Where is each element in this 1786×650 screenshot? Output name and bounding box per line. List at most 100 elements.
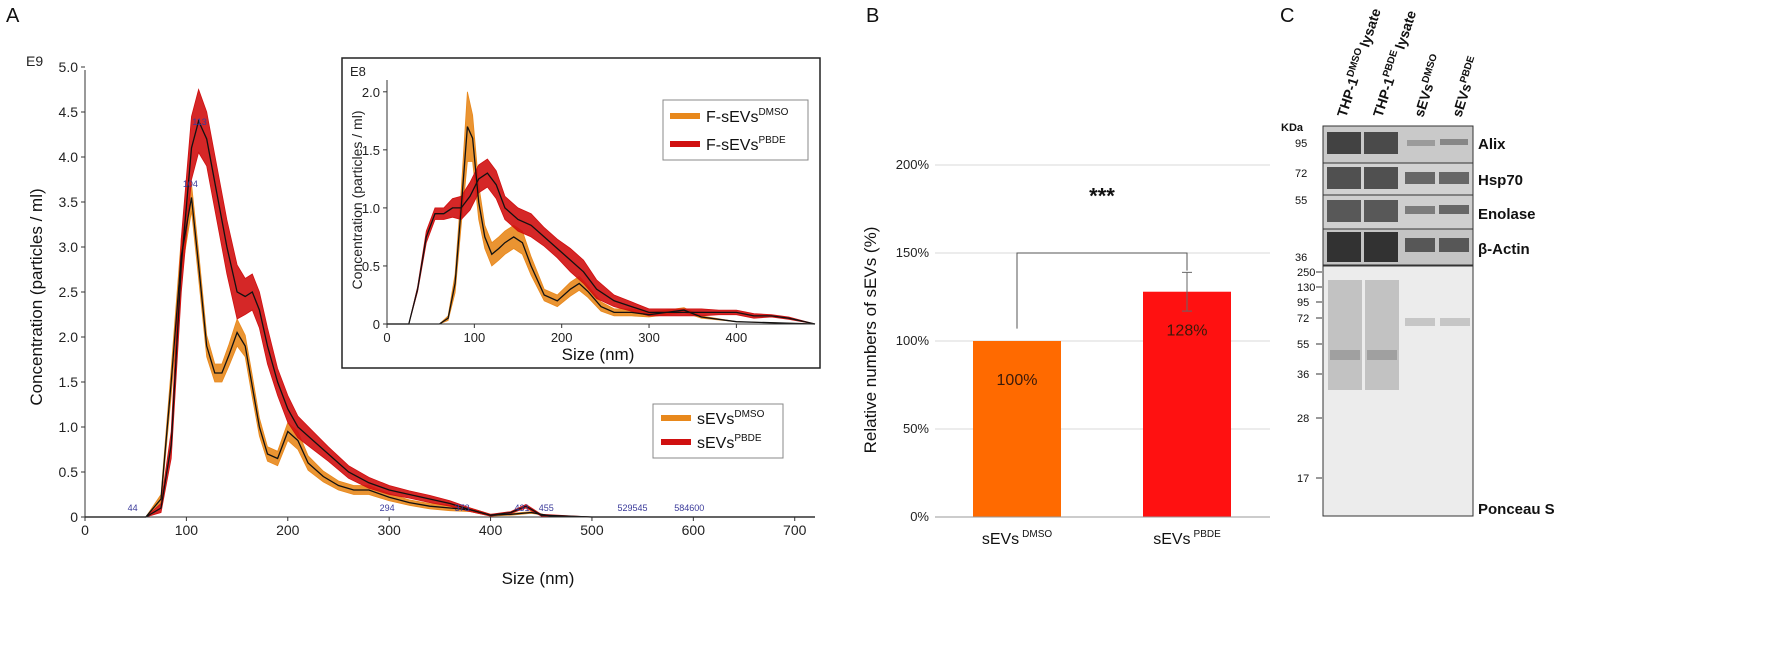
bar-value-label: 128% bbox=[1167, 323, 1208, 340]
band-alix-3 bbox=[1407, 140, 1435, 146]
inset-mean-line-0 bbox=[387, 126, 816, 325]
band-enolase-3 bbox=[1405, 206, 1435, 214]
band-actin-3 bbox=[1405, 238, 1435, 252]
panel-a-y-tick-label: 1.0 bbox=[59, 419, 79, 435]
panel-b-bars: 100% 128% bbox=[935, 271, 1270, 518]
panel-b: B Relative numbers of sEVs (%) 0% 50% 100%… bbox=[861, 5, 1270, 548]
marker-hsp70: 72 bbox=[1295, 168, 1307, 180]
panel-a-y-tick-label: 4.0 bbox=[59, 149, 79, 165]
panel-a-plot bbox=[85, 88, 815, 518]
panel-b-y-tick-label: 50% bbox=[903, 421, 929, 436]
peak-label: 455 bbox=[539, 503, 554, 513]
band-actin-2 bbox=[1364, 232, 1398, 262]
ponceau-marker-label: 55 bbox=[1297, 339, 1309, 351]
inset-y-ticks: 0 0.5 1.0 1.5 2.0 bbox=[362, 85, 387, 332]
panel-c-letter: C bbox=[1280, 5, 1294, 27]
protein-alix: Alix bbox=[1478, 136, 1506, 153]
panel-a-exponent: E9 bbox=[26, 53, 43, 69]
panel-a-x-tick-label: 500 bbox=[580, 522, 604, 538]
ponceau-marker-label: 72 bbox=[1297, 313, 1309, 325]
inset-x-tick-label: 100 bbox=[463, 330, 485, 345]
panel-a-band-1 bbox=[85, 88, 815, 518]
band-hsp70-2 bbox=[1364, 167, 1398, 189]
panel-b-y-tick-label: 150% bbox=[896, 245, 930, 260]
panel-a-x-tick-label: 0 bbox=[81, 522, 89, 538]
panel-a-y-tick-label: 0 bbox=[70, 509, 78, 525]
blot-ponceau: 250 130 95 72 55 36 28 17 Ponceau S bbox=[1297, 265, 1555, 518]
inset-legend-box bbox=[662, 99, 809, 161]
band-enolase-1 bbox=[1327, 200, 1361, 222]
protein-actin: β-Actin bbox=[1478, 241, 1530, 258]
band-hsp70-4 bbox=[1439, 172, 1469, 184]
bar-0 bbox=[973, 341, 1061, 517]
panel-b-x-labels: sEVs DMSO sEVs PBDE bbox=[982, 529, 1221, 548]
panel-b-y-tick-label: 0% bbox=[910, 509, 929, 524]
band-hsp70-3 bbox=[1405, 172, 1435, 184]
ponceau-band-1 bbox=[1330, 350, 1360, 360]
peak-label: 294 bbox=[380, 503, 395, 513]
inset-legend: F-sEVsDMSO F-sEVsPBDE bbox=[662, 99, 809, 161]
blot-enolase: 55 Enolase bbox=[1295, 194, 1536, 230]
panel-b-y-title: Relative numbers of sEVs (%) bbox=[861, 227, 880, 454]
significance-bracket bbox=[1016, 252, 1188, 329]
peak-label: 431 bbox=[514, 503, 529, 513]
inset-y-tick-label: 1.0 bbox=[362, 201, 380, 216]
ponceau-band-3 bbox=[1405, 318, 1435, 326]
inset-mean-line-1 bbox=[387, 172, 816, 325]
blot-alix: 95 Alix bbox=[1295, 125, 1506, 164]
ponceau-marker-label: 130 bbox=[1297, 282, 1315, 294]
inset-y-title: Concentration (particles / ml) bbox=[349, 111, 365, 290]
x-label-pbde: sEVs PBDE bbox=[1153, 529, 1221, 548]
band-alix-1 bbox=[1327, 132, 1361, 154]
kda-header: KDa bbox=[1281, 122, 1304, 134]
ponceau-marker-label: 17 bbox=[1297, 473, 1309, 485]
inset-legend-entry-pbde: F-sEVsPBDE bbox=[706, 135, 786, 154]
panel-a-y-tick-label: 2.5 bbox=[59, 284, 79, 300]
panel-a-y-title: Concentration (particles / ml) bbox=[27, 188, 46, 405]
inset-y-tick-label: 2.0 bbox=[362, 85, 380, 100]
legend-entry-pbde: sEVsPBDE bbox=[697, 433, 762, 452]
panel-a-x-tick-label: 600 bbox=[682, 522, 706, 538]
panel-a-x-tick-label: 700 bbox=[783, 522, 807, 538]
panel-a-mean-line-1 bbox=[85, 119, 815, 518]
legend-entry-dmso: sEVsDMSO bbox=[697, 409, 765, 428]
panel-b-y-ticks: 0% 50% 100% 150% 200% bbox=[896, 157, 930, 524]
inset-x-title: Size (nm) bbox=[562, 345, 635, 364]
panel-b-y-tick-label: 100% bbox=[896, 333, 930, 348]
panel-a: A E9 Concentration (particles / ml) Size… bbox=[6, 5, 821, 588]
panel-c: C THP-1DMSOlysate THP-1PBDElysate sEVsDM… bbox=[1280, 5, 1555, 518]
marker-actin: 36 bbox=[1295, 252, 1307, 264]
band-alix-2 bbox=[1364, 132, 1398, 154]
significance-stars: *** bbox=[1089, 184, 1115, 209]
ponceau-marker-label: 95 bbox=[1297, 297, 1309, 309]
ponceau-markers: 250 130 95 72 55 36 28 17 bbox=[1297, 267, 1322, 485]
inset-y-tick-label: 1.5 bbox=[362, 143, 380, 158]
inset-x-ticks: 0 100 200 300 400 bbox=[383, 324, 747, 345]
inset-y-tick-label: 0.5 bbox=[362, 259, 380, 274]
panel-a-inset: E8 Concentration (particles / ml) Size (… bbox=[341, 57, 821, 369]
panel-a-y-tick-label: 1.5 bbox=[59, 374, 79, 390]
panel-a-y-tick-label: 3.5 bbox=[59, 194, 79, 210]
panel-b-y-tick-label: 200% bbox=[896, 157, 930, 172]
ponceau-marker-label: 250 bbox=[1297, 267, 1315, 279]
peak-label: 113 bbox=[192, 117, 206, 127]
marker-enolase: 55 bbox=[1295, 195, 1307, 207]
ponceau-label: Ponceau S bbox=[1478, 501, 1555, 518]
panel-a-x-ticks: 0 100 200 300 400 500 600 700 bbox=[81, 517, 807, 538]
inset-legend-entry-dmso: F-sEVsDMSO bbox=[706, 107, 789, 126]
bar-1 bbox=[1143, 291, 1231, 517]
blot-hsp70: 72 Hsp70 bbox=[1295, 162, 1523, 196]
band-actin-1 bbox=[1327, 232, 1361, 262]
peak-label: 104 bbox=[183, 179, 198, 189]
panel-a-legend-box bbox=[652, 403, 784, 459]
panel-a-y-tick-label: 5.0 bbox=[59, 59, 79, 75]
inset-x-tick-label: 200 bbox=[551, 330, 573, 345]
lane-label-3: sEVsDMSO bbox=[1410, 52, 1446, 119]
band-actin-4 bbox=[1439, 238, 1469, 252]
panel-a-y-tick-label: 0.5 bbox=[59, 464, 79, 480]
blot-actin: 36 β-Actin bbox=[1295, 228, 1530, 266]
peak-label: 529545 bbox=[617, 503, 647, 513]
ponceau-band-2 bbox=[1367, 350, 1397, 360]
panel-a-x-tick-label: 400 bbox=[479, 522, 503, 538]
panel-a-x-tick-label: 300 bbox=[377, 522, 401, 538]
